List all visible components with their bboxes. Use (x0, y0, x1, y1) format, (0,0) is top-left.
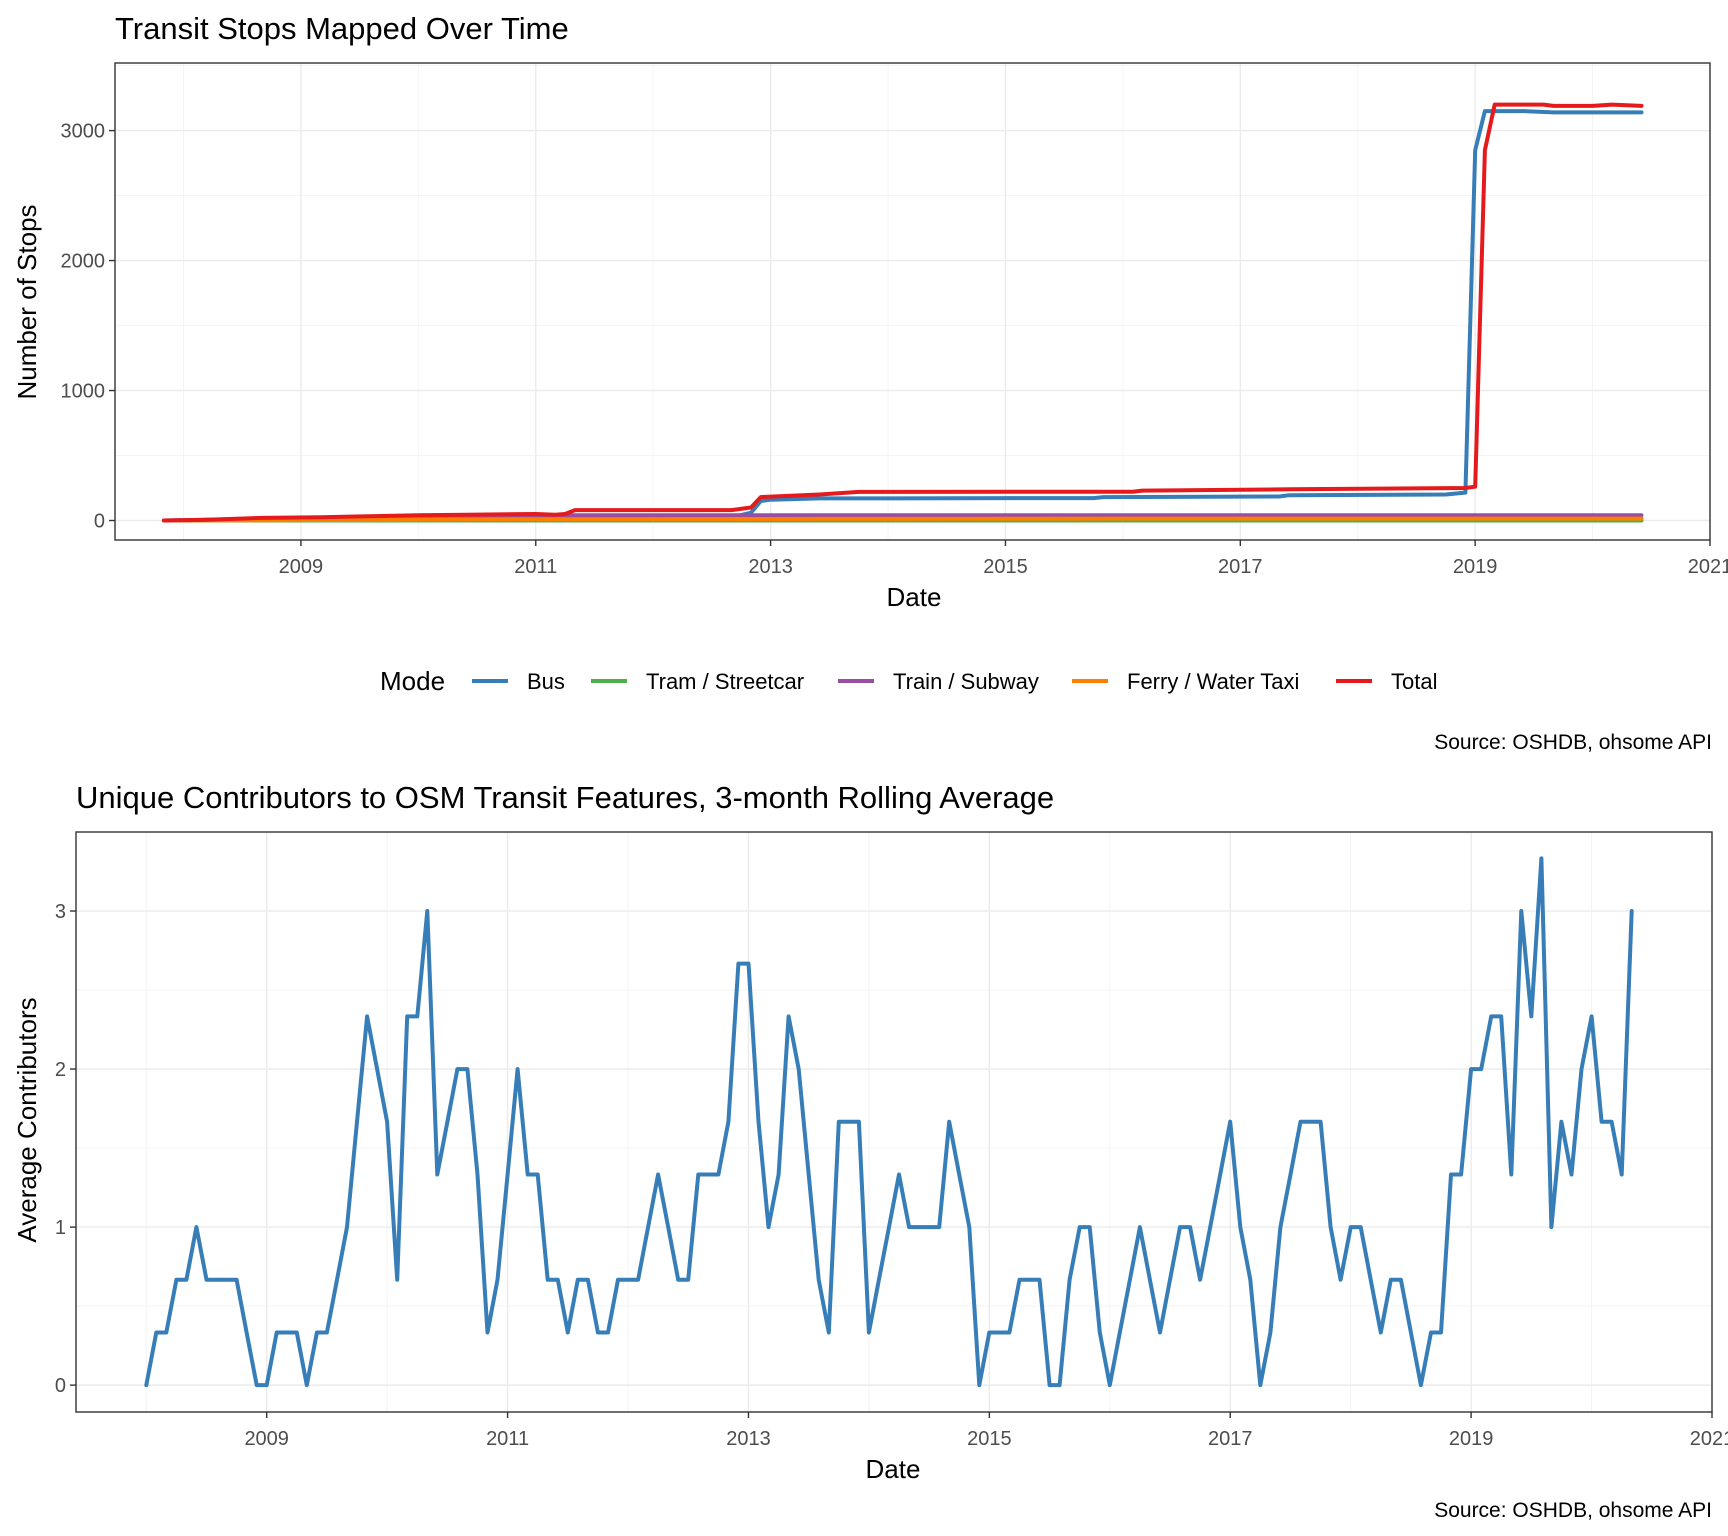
y-tick-label: 2000 (61, 251, 106, 273)
y-tick-label: 0 (94, 511, 105, 533)
legend: Mode Bus Tram / Streetcar Train / Subway Fe… (380, 666, 1437, 696)
chart1-title: Transit Stops Mapped Over Time (115, 11, 569, 46)
y-tick-label: 1 (55, 1217, 66, 1239)
chart2-y-axis-title: Average Contributors (12, 997, 42, 1242)
y-tick-label: 2 (55, 1059, 66, 1081)
chart2-x-axis: 2009 2011 2013 2015 2017 2019 2021 (244, 1412, 1728, 1450)
x-tick-label: 2021 (1688, 556, 1728, 578)
x-tick-label: 2011 (486, 1428, 529, 1450)
c1-line-bus (161, 109, 1644, 523)
x-tick-label: 2015 (983, 556, 1028, 578)
legend-label-bus: Bus (527, 669, 565, 694)
chart1-series-group (161, 102, 1644, 523)
y-tick-label: 0 (55, 1375, 66, 1397)
c2-line-series (144, 856, 1634, 1388)
legend-title: Mode (380, 666, 445, 696)
y-tick-label: 3 (55, 901, 66, 923)
x-tick-label: 2009 (279, 556, 324, 578)
y-tick-label: 3000 (61, 121, 106, 143)
chart2-x-axis-title: Date (866, 1454, 921, 1484)
chart1-panel-border (114, 62, 1711, 541)
chart1-caption: Source: OSHDB, ohsome API (1434, 731, 1712, 754)
chart1-y-axis-title: Number of Stops (12, 204, 42, 399)
x-tick-label: 2013 (726, 1428, 771, 1450)
x-tick-label: 2019 (1449, 1428, 1494, 1450)
x-tick-label: 2017 (1218, 556, 1263, 578)
legend-label-total: Total (1391, 669, 1437, 694)
x-tick-label: 2021 (1690, 1428, 1728, 1450)
chart2-y-axis: 0 1 2 3 (55, 901, 76, 1397)
x-tick-label: 2017 (1208, 1428, 1253, 1450)
legend-label-tram-streetcar: Tram / Streetcar (646, 669, 804, 694)
x-tick-label: 2019 (1453, 556, 1498, 578)
x-tick-label: 2011 (514, 556, 557, 578)
chart1-y-axis: 0 1000 2000 3000 (61, 121, 115, 533)
x-tick-label: 2013 (748, 556, 793, 578)
chart2-title: Unique Contributors to OSM Transit Featu… (76, 780, 1054, 815)
chart1-x-axis: 2009 2011 2013 2015 2017 2019 2021 (279, 540, 1728, 578)
legend-label-train-subway: Train / Subway (893, 669, 1039, 694)
legend-label-ferry-water-taxi: Ferry / Water Taxi (1127, 669, 1299, 694)
c1-line-total (161, 102, 1644, 523)
c1-line-ferry-water-taxi (161, 516, 1644, 523)
chart1-x-axis-title: Date (887, 582, 942, 612)
x-tick-label: 2015 (967, 1428, 1012, 1450)
x-tick-label: 2009 (244, 1428, 289, 1450)
y-tick-label: 1000 (61, 381, 106, 403)
legend-entries: Bus Tram / Streetcar Train / Subway Ferry /… (472, 669, 1437, 694)
chart2-series-group (144, 856, 1634, 1388)
chart2-panel-border (75, 831, 1713, 1413)
chart2-caption: Source: OSHDB, ohsome API (1434, 1499, 1712, 1522)
